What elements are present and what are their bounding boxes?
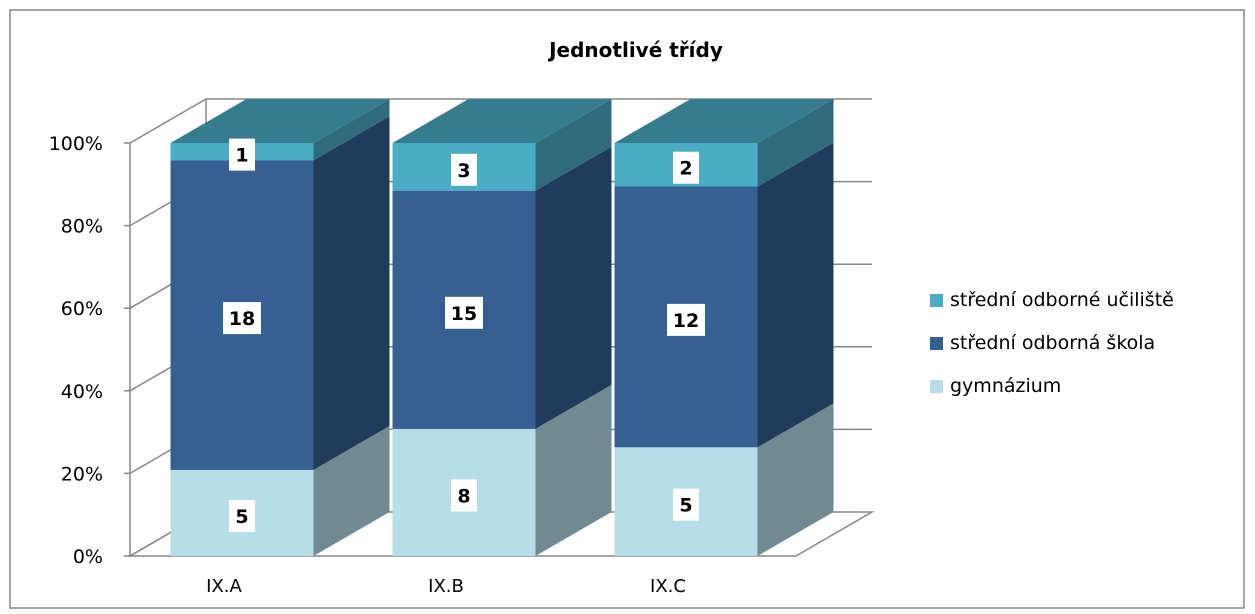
data-label-box	[451, 153, 477, 186]
chart-title: Jednotlivé třídy	[547, 38, 723, 62]
x-category-label: IX.C	[650, 576, 686, 597]
data-label: 2	[679, 158, 692, 180]
legend-label: střední odborná škola	[950, 332, 1155, 354]
data-label: 12	[673, 310, 699, 332]
bar-top	[392, 99, 612, 143]
y-tick-label: 60%	[61, 298, 103, 320]
legend-swatch	[930, 294, 943, 307]
data-label-box	[229, 138, 255, 171]
x-category-label: IX.B	[428, 576, 464, 597]
x-axis-categories: IX.A IX.B IX.C	[206, 576, 686, 597]
data-label: 15	[451, 303, 477, 325]
bar-side	[313, 425, 390, 556]
bar-side	[313, 99, 390, 161]
bar-side	[757, 99, 834, 187]
y-axis-ticks: 0% 20% 40% 60% 80% 100%	[49, 133, 130, 568]
y-tick-label: 100%	[49, 133, 103, 155]
data-label: 5	[679, 495, 692, 517]
bar-side	[535, 384, 612, 556]
data-label-box	[673, 488, 699, 521]
data-label: 8	[457, 485, 470, 507]
data-label: 3	[457, 160, 470, 182]
bars	[170, 99, 834, 556]
legend: střední odborné učiliště střední odborná …	[930, 289, 1174, 397]
data-label-box	[451, 479, 477, 512]
data-label-box	[229, 499, 255, 532]
y-tick-label: 20%	[61, 463, 103, 485]
bar-side	[757, 403, 834, 556]
data-label-box	[445, 296, 483, 329]
x-category-label: IX.A	[206, 576, 242, 597]
data-label-box	[673, 151, 699, 184]
legend-swatch	[930, 380, 943, 393]
data-label: 5	[235, 506, 248, 528]
bar-side	[535, 99, 612, 191]
data-label-box	[223, 302, 261, 335]
legend-swatch	[930, 337, 943, 350]
bar-side	[313, 116, 390, 470]
legend-label: střední odborné učiliště	[950, 289, 1174, 311]
gridline-side	[129, 98, 207, 144]
bar-top	[170, 99, 390, 143]
data-label: 1	[235, 145, 248, 167]
bar-side	[757, 142, 834, 448]
legend-label: gymnázium	[950, 375, 1061, 397]
bar-side	[535, 146, 612, 429]
data-label: 18	[229, 308, 255, 330]
bar-top	[614, 99, 834, 143]
data-label-box	[667, 303, 705, 336]
y-tick-label: 0%	[73, 546, 103, 568]
y-tick-label: 80%	[61, 216, 103, 238]
y-tick-label: 40%	[61, 381, 103, 403]
